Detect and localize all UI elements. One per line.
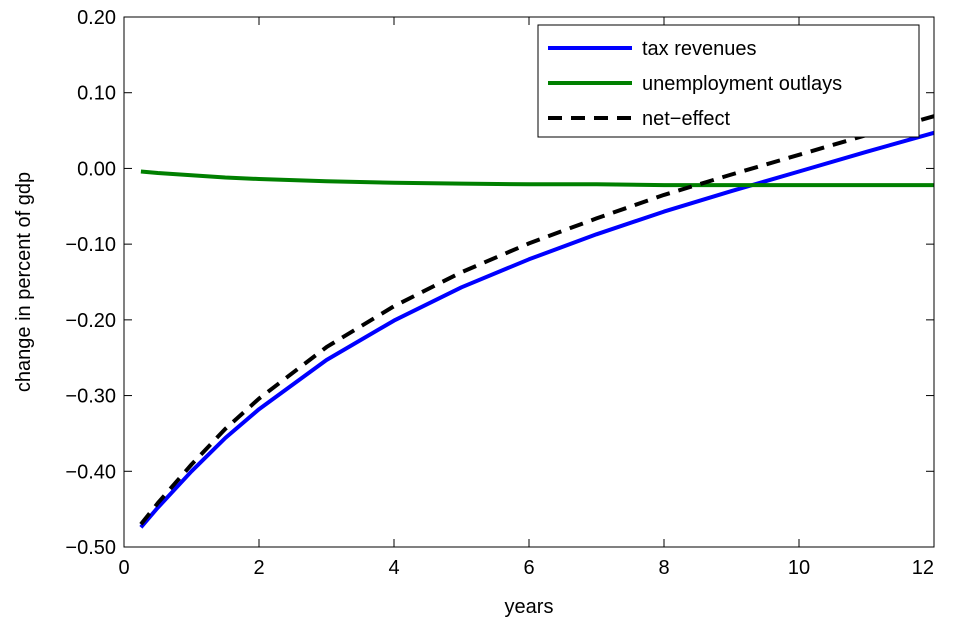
legend: tax revenues unemployment outlays net−effe… (537, 24, 920, 138)
x-tick-label: 2 (253, 557, 264, 579)
y-axis-label: change in percent of gdp (13, 172, 35, 392)
y-tick-label: −0.50 (65, 537, 116, 559)
axis-ticks: 0 2 4 6 8 10 12 −0.50 −0.40 −0.30 −0.20 −0.10 0.00 0.… (65, 7, 935, 579)
x-tick-label: 10 (788, 557, 810, 579)
y-tick-label: −0.40 (65, 461, 116, 483)
x-axis-label: years (505, 596, 554, 618)
legend-label-1: tax revenues (642, 38, 757, 60)
legend-label-2: unemployment outlays (642, 73, 842, 95)
x-tick-label: 4 (388, 557, 399, 579)
x-tick-label: 8 (658, 557, 669, 579)
series-line-3 (139, 114, 935, 526)
y-tick-label: 0.00 (77, 158, 116, 180)
y-tick-label: −0.20 (65, 310, 116, 332)
x-tick-label: 6 (523, 557, 534, 579)
x-tick-label: 12 (912, 557, 934, 579)
y-tick-label: −0.30 (65, 386, 116, 408)
x-tick-label: 0 (118, 557, 129, 579)
series-layer (139, 114, 935, 529)
series-line-2 (140, 169, 934, 188)
series-line-1 (139, 130, 935, 529)
y-tick-label: −0.10 (65, 234, 116, 256)
y-tick-label: 0.10 (77, 83, 116, 105)
y-tick-label: 0.20 (77, 7, 116, 29)
legend-label-3: net−effect (642, 108, 730, 130)
